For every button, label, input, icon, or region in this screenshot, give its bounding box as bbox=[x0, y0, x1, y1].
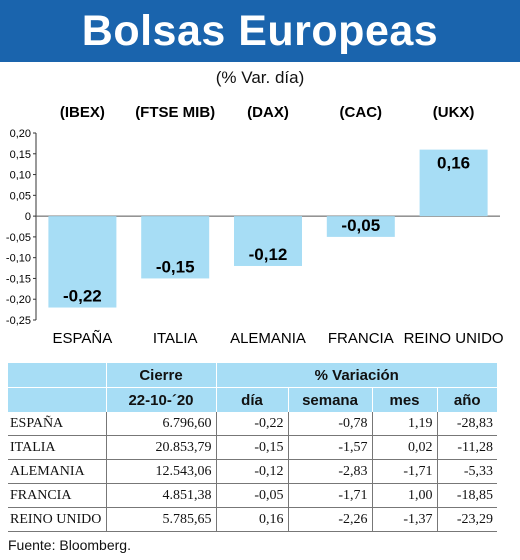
table-header-variacion: % Variación bbox=[216, 363, 497, 388]
table-subheader-dia: día bbox=[216, 387, 289, 412]
table-row: REINO UNIDO 5.785,65 0,16 -2,26 -1,37 -2… bbox=[8, 507, 497, 532]
table-cell-ano: -28,83 bbox=[437, 412, 497, 436]
table-cell-mes: 0,02 bbox=[372, 435, 438, 460]
table-cell-dia: -0,15 bbox=[216, 435, 289, 460]
data-label: -0,15 bbox=[156, 257, 195, 276]
table-row: ITALIA 20.853,79 -0,15 -1,57 0,02 -11,28 bbox=[8, 435, 497, 460]
table-cell-dia: -0,22 bbox=[216, 412, 289, 436]
table-cell-name: ALEMANIA bbox=[8, 459, 107, 484]
table-cell-semana: -0,78 bbox=[288, 412, 373, 436]
table-header-empty bbox=[8, 363, 107, 388]
table-header-row: Cierre % Variación bbox=[8, 363, 497, 388]
y-tick-label: 0 bbox=[25, 211, 31, 223]
header-banner: Bolsas Europeas bbox=[0, 0, 520, 62]
table-cell-name: FRANCIA bbox=[8, 483, 107, 508]
table-subheader-empty bbox=[8, 387, 107, 412]
y-tick-label: 0,20 bbox=[10, 128, 31, 140]
table-cell-mes: -1,37 bbox=[372, 507, 438, 532]
table-cell-cierre: 20.853,79 bbox=[106, 435, 217, 460]
category-label: FRANCIA bbox=[328, 330, 394, 347]
category-code-label: (FTSE MIB) bbox=[135, 104, 215, 121]
data-label: 0,16 bbox=[437, 154, 470, 173]
y-tick-label: -0,10 bbox=[6, 253, 31, 265]
table-cell-name: REINO UNIDO bbox=[8, 507, 107, 532]
table-row: FRANCIA 4.851,38 -0,05 -1,71 1,00 -18,85 bbox=[8, 483, 497, 508]
y-tick-label: 0,10 bbox=[10, 170, 31, 182]
table-cell-dia: 0,16 bbox=[216, 507, 289, 532]
y-tick-label: -0,25 bbox=[6, 315, 31, 327]
chart-subtitle: (% Var. día) bbox=[215, 68, 305, 87]
table-cell-dia: -0,05 bbox=[216, 483, 289, 508]
data-label: -0,22 bbox=[63, 287, 102, 306]
category-label: REINO UNIDO bbox=[404, 330, 504, 347]
bar bbox=[141, 216, 210, 279]
table-header-cierre: Cierre bbox=[106, 363, 217, 388]
table-cell-dia: -0,12 bbox=[216, 459, 289, 484]
category-label: ALEMANIA bbox=[230, 330, 306, 347]
category-label: ESPAÑA bbox=[53, 330, 113, 347]
table-cell-ano: -18,85 bbox=[437, 483, 497, 508]
table-cell-cierre: 4.851,38 bbox=[106, 483, 217, 508]
table-cell-cierre: 5.785,65 bbox=[106, 507, 217, 532]
table-cell-ano: -23,29 bbox=[437, 507, 497, 532]
table-subheader-ano: año bbox=[437, 387, 497, 412]
table-cell-mes: -1,71 bbox=[372, 459, 438, 484]
table-cell-name: ESPAÑA bbox=[8, 412, 107, 436]
category-label: ITALIA bbox=[153, 330, 198, 347]
table-row: ESPAÑA 6.796,60 -0,22 -0,78 1,19 -28,83 bbox=[8, 412, 497, 436]
data-label: -0,05 bbox=[341, 216, 380, 235]
source-note: Fuente: Bloomberg. bbox=[8, 537, 131, 553]
data-table: Cierre % Variación 22-10-´20 día semana … bbox=[8, 363, 497, 532]
table-subheader-date: 22-10-´20 bbox=[106, 387, 217, 412]
table-cell-mes: 1,00 bbox=[372, 483, 438, 508]
table-subheader-row: 22-10-´20 día semana mes año bbox=[8, 387, 497, 412]
bar-chart: 0,20 0,15 0,10 0,05 0 -0,05 -0,10 -0,15 -0,20 -0,… bbox=[6, 104, 504, 347]
table-cell-semana: -2,83 bbox=[288, 459, 373, 484]
table-cell-mes: 1,19 bbox=[372, 412, 438, 436]
table-cell-semana: -1,71 bbox=[288, 483, 373, 508]
table-cell-semana: -1,57 bbox=[288, 435, 373, 460]
table-subheader-semana: semana bbox=[288, 387, 373, 412]
page-title: Bolsas Europeas bbox=[81, 7, 439, 55]
table-cell-cierre: 6.796,60 bbox=[106, 412, 217, 436]
y-tick-label: 0,05 bbox=[10, 190, 31, 202]
bar bbox=[48, 216, 117, 308]
category-code-label: (UKX) bbox=[433, 104, 475, 121]
table-row: ALEMANIA 12.543,06 -0,12 -2,83 -1,71 -5,… bbox=[8, 459, 497, 484]
table-cell-name: ITALIA bbox=[8, 435, 107, 460]
category-code-label: (CAC) bbox=[340, 104, 383, 121]
category-code-label: (IBEX) bbox=[60, 104, 105, 121]
table-cell-ano: -11,28 bbox=[437, 435, 497, 460]
table-cell-semana: -2,26 bbox=[288, 507, 373, 532]
table-subheader-mes: mes bbox=[372, 387, 438, 412]
y-tick-label: 0,15 bbox=[10, 149, 31, 161]
table-cell-cierre: 12.543,06 bbox=[106, 459, 217, 484]
data-label: -0,12 bbox=[249, 245, 288, 264]
table-cell-ano: -5,33 bbox=[437, 459, 497, 484]
bar bbox=[326, 216, 395, 237]
bar bbox=[419, 149, 488, 217]
category-code-label: (DAX) bbox=[247, 104, 289, 121]
y-tick-label: -0,05 bbox=[6, 232, 31, 244]
y-tick-label: -0,20 bbox=[6, 294, 31, 306]
bar bbox=[234, 216, 302, 266]
y-tick-label: -0,15 bbox=[6, 273, 31, 285]
